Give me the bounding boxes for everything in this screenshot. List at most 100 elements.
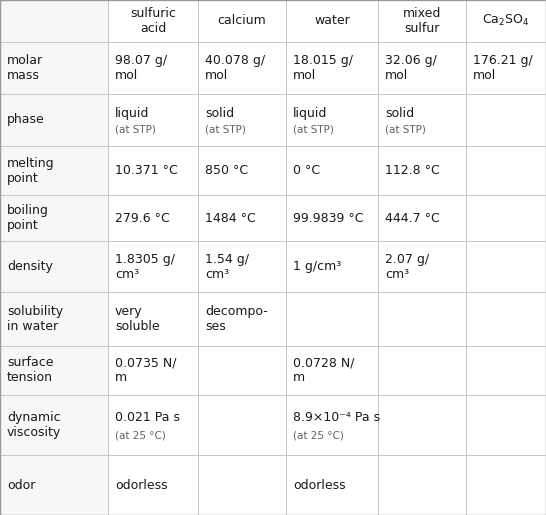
Text: density: density — [7, 260, 53, 273]
Text: (at STP): (at STP) — [385, 124, 426, 134]
Bar — [108, 146, 198, 195]
Bar — [378, 292, 466, 346]
Bar — [466, 195, 546, 242]
Text: odorless: odorless — [293, 478, 346, 491]
Bar — [108, 94, 198, 146]
Text: 0.0728 N/
m: 0.0728 N/ m — [293, 356, 354, 385]
Text: 0 °C: 0 °C — [293, 164, 320, 177]
Text: 1.8305 g/
cm³: 1.8305 g/ cm³ — [115, 253, 175, 281]
Bar — [0, 195, 108, 242]
Bar — [286, 346, 378, 395]
Bar — [286, 42, 378, 94]
Bar — [198, 346, 286, 395]
Bar — [286, 455, 378, 515]
Bar — [108, 292, 198, 346]
Text: 99.9839 °C: 99.9839 °C — [293, 212, 364, 225]
Bar — [378, 242, 466, 292]
Bar — [108, 455, 198, 515]
Text: 8.9×10⁻⁴ Pa s: 8.9×10⁻⁴ Pa s — [293, 411, 380, 424]
Bar — [108, 42, 198, 94]
Bar — [286, 195, 378, 242]
Text: 10.371 °C: 10.371 °C — [115, 164, 178, 177]
Text: odorless: odorless — [115, 478, 168, 491]
Text: 98.07 g/
mol: 98.07 g/ mol — [115, 54, 167, 82]
Text: liquid: liquid — [115, 107, 150, 119]
Bar — [0, 395, 108, 455]
Bar — [198, 242, 286, 292]
Bar — [0, 292, 108, 346]
Bar — [198, 146, 286, 195]
Bar — [466, 292, 546, 346]
Bar — [466, 146, 546, 195]
Text: 176.21 g/
mol: 176.21 g/ mol — [473, 54, 533, 82]
Bar — [466, 0, 546, 42]
Bar — [286, 0, 378, 42]
Bar — [378, 42, 466, 94]
Text: (at STP): (at STP) — [293, 124, 334, 134]
Text: 40.078 g/
mol: 40.078 g/ mol — [205, 54, 265, 82]
Text: solid: solid — [205, 107, 234, 119]
Text: dynamic
viscosity: dynamic viscosity — [7, 411, 61, 439]
Bar — [286, 395, 378, 455]
Bar — [466, 455, 546, 515]
Text: 0.0735 N/
m: 0.0735 N/ m — [115, 356, 176, 385]
Bar — [286, 94, 378, 146]
Text: 32.06 g/
mol: 32.06 g/ mol — [385, 54, 437, 82]
Text: 850 °C: 850 °C — [205, 164, 248, 177]
Text: 1 g/cm³: 1 g/cm³ — [293, 260, 341, 273]
Text: 112.8 °C: 112.8 °C — [385, 164, 440, 177]
Bar — [378, 455, 466, 515]
Bar — [108, 346, 198, 395]
Bar — [198, 195, 286, 242]
Text: melting
point: melting point — [7, 157, 55, 185]
Text: molar
mass: molar mass — [7, 54, 43, 82]
Bar — [108, 242, 198, 292]
Text: 444.7 °C: 444.7 °C — [385, 212, 440, 225]
Text: solubility
in water: solubility in water — [7, 305, 63, 333]
Text: (at 25 °C): (at 25 °C) — [115, 431, 166, 441]
Text: solid: solid — [385, 107, 414, 119]
Bar — [466, 94, 546, 146]
Text: (at STP): (at STP) — [205, 124, 246, 134]
Bar — [0, 0, 108, 42]
Bar — [108, 395, 198, 455]
Text: Ca$_2$SO$_4$: Ca$_2$SO$_4$ — [482, 13, 530, 28]
Bar — [0, 346, 108, 395]
Bar — [108, 0, 198, 42]
Bar — [198, 292, 286, 346]
Bar — [466, 242, 546, 292]
Text: boiling
point: boiling point — [7, 204, 49, 232]
Text: 18.015 g/
mol: 18.015 g/ mol — [293, 54, 353, 82]
Bar — [0, 42, 108, 94]
Text: odor: odor — [7, 478, 35, 491]
Text: 1484 °C: 1484 °C — [205, 212, 256, 225]
Bar — [466, 42, 546, 94]
Bar — [378, 395, 466, 455]
Bar — [378, 146, 466, 195]
Text: sulfuric
acid: sulfuric acid — [130, 7, 176, 35]
Text: surface
tension: surface tension — [7, 356, 54, 385]
Text: (at 25 °C): (at 25 °C) — [293, 431, 344, 441]
Bar — [378, 94, 466, 146]
Text: water: water — [314, 14, 350, 27]
Text: liquid: liquid — [293, 107, 328, 119]
Bar — [108, 195, 198, 242]
Text: decompo-
ses: decompo- ses — [205, 305, 268, 333]
Bar — [0, 94, 108, 146]
Text: 2.07 g/
cm³: 2.07 g/ cm³ — [385, 253, 429, 281]
Bar — [378, 346, 466, 395]
Text: 0.021 Pa s: 0.021 Pa s — [115, 411, 180, 424]
Bar — [378, 195, 466, 242]
Bar — [198, 94, 286, 146]
Bar — [198, 395, 286, 455]
Bar — [198, 42, 286, 94]
Text: calcium: calcium — [218, 14, 266, 27]
Bar — [286, 146, 378, 195]
Text: (at STP): (at STP) — [115, 124, 156, 134]
Bar — [0, 455, 108, 515]
Bar — [198, 455, 286, 515]
Text: very
soluble: very soluble — [115, 305, 159, 333]
Bar — [466, 395, 546, 455]
Bar — [0, 242, 108, 292]
Text: mixed
sulfur: mixed sulfur — [403, 7, 441, 35]
